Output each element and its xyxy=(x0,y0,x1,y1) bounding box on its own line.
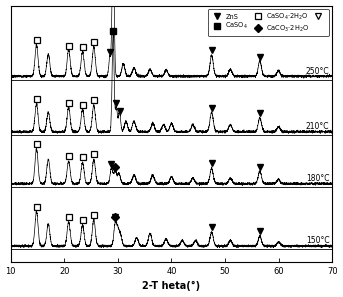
X-axis label: 2-T heta(°): 2-T heta(°) xyxy=(142,281,201,291)
Legend: ZnS, CaSO$_4$, CaSO$_4$$\cdot$2H$_2$O, CaCO$_3$$\cdot$2H$_2$O, : ZnS, CaSO$_4$, CaSO$_4$$\cdot$2H$_2$O, C… xyxy=(208,9,329,36)
Text: 180°C: 180°C xyxy=(306,174,330,183)
Text: 210°C: 210°C xyxy=(306,122,330,131)
Text: 150°C: 150°C xyxy=(306,236,330,245)
Text: 250°C: 250°C xyxy=(306,67,330,75)
